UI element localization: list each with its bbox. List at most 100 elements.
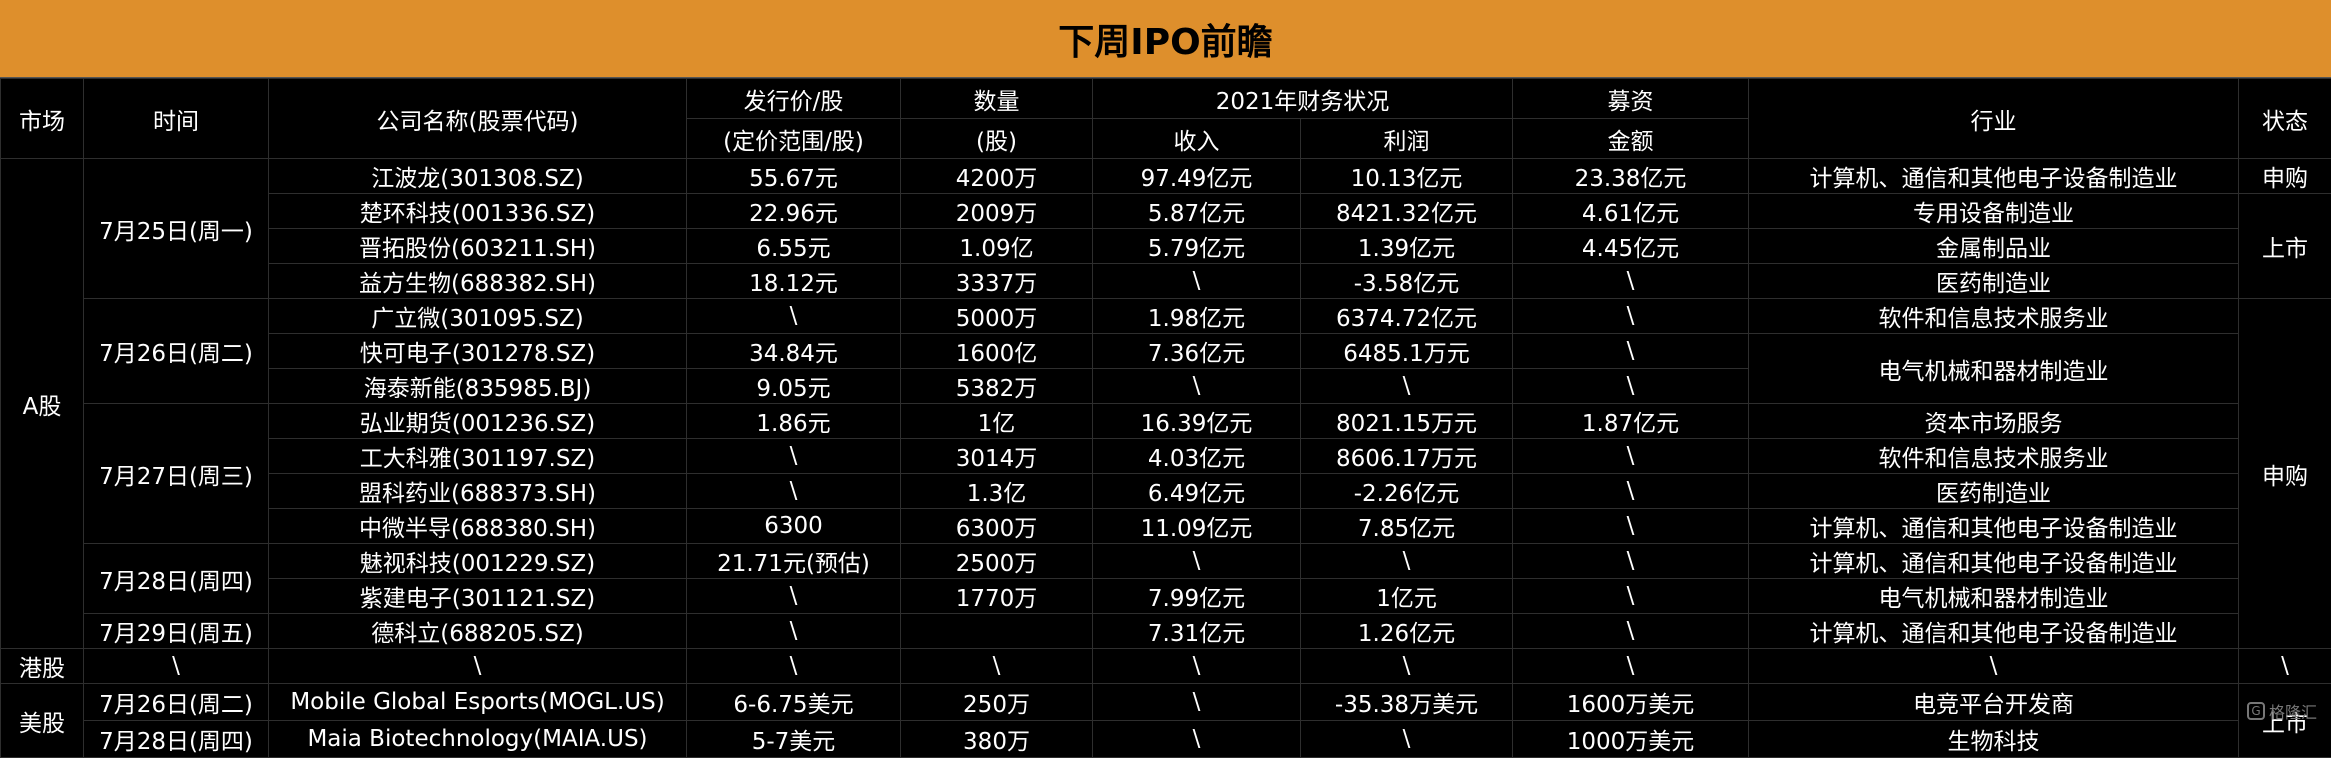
profit-cell: 6374.72亿元 — [1301, 299, 1513, 334]
profit-cell: 1亿元 — [1301, 579, 1513, 614]
header-time: 时间 — [84, 79, 269, 159]
company-cell: 德科立(688205.SZ) — [269, 614, 687, 649]
table-row: 7月29日(周五) 德科立(688205.SZ) \ 7.31亿元 1.26亿元… — [1, 614, 2331, 649]
raise-cell: \ — [1513, 579, 1749, 614]
qty-cell: 1.3亿 — [901, 474, 1093, 509]
table-row: 中微半导(688380.SH) 6300 6300万 11.09亿元 7.85亿… — [1, 509, 2331, 544]
raise-cell: \ — [1513, 299, 1749, 334]
industry-cell: 资本市场服务 — [1749, 404, 2239, 439]
raise-cell: \ — [1513, 509, 1749, 544]
header-finance: 2021年财务状况 — [1093, 79, 1513, 119]
date-cell: 7月26日(周二) — [84, 684, 269, 721]
profit-cell: 10.13亿元 — [1301, 159, 1513, 194]
revenue-cell: 5.79亿元 — [1093, 229, 1301, 264]
market-cell: A股 — [1, 159, 84, 649]
header-revenue: 收入 — [1093, 119, 1301, 159]
revenue-cell: 7.31亿元 — [1093, 614, 1301, 649]
table-row: 7月28日(周四) 魅视科技(001229.SZ) 21.71元(预估) 250… — [1, 544, 2331, 579]
ipo-table: 市场 时间 公司名称(股票代码) 发行价/股 数量 2021年财务状况 募资 行… — [0, 78, 2331, 758]
page-title: 下周IPO前瞻 — [0, 0, 2331, 78]
qty-cell: 1亿 — [901, 404, 1093, 439]
industry-cell: 金属制品业 — [1749, 229, 2239, 264]
revenue-cell: \ — [1093, 544, 1301, 579]
header-raise-line2: 金额 — [1513, 119, 1749, 159]
price-cell: 21.71元(预估) — [687, 544, 901, 579]
date-cell: 7月26日(周二) — [84, 299, 269, 404]
qty-cell: 5000万 — [901, 299, 1093, 334]
industry-cell: 计算机、通信和其他电子设备制造业 — [1749, 159, 2239, 194]
company-cell: 盟科药业(688373.SH) — [269, 474, 687, 509]
header-industry: 行业 — [1749, 79, 2239, 159]
qty-cell: 1600亿 — [901, 334, 1093, 369]
qty-cell: 1.09亿 — [901, 229, 1093, 264]
table-row: 晋拓股份(603211.SH) 6.55元 1.09亿 5.79亿元 1.39亿… — [1, 229, 2331, 264]
industry-cell: 医药制造业 — [1749, 474, 2239, 509]
industry-cell: 计算机、通信和其他电子设备制造业 — [1749, 509, 2239, 544]
company-cell: 紫建电子(301121.SZ) — [269, 579, 687, 614]
qty-cell: \ — [901, 649, 1093, 684]
header-qty-line1: 数量 — [901, 79, 1093, 119]
price-cell: \ — [687, 439, 901, 474]
raise-cell: 4.45亿元 — [1513, 229, 1749, 264]
table-row: 7月27日(周三) 弘业期货(001236.SZ) 1.86元 1亿 16.39… — [1, 404, 2331, 439]
price-cell: 6300 — [687, 509, 901, 544]
company-cell: 江波龙(301308.SZ) — [269, 159, 687, 194]
header-status: 状态 — [2239, 79, 2331, 159]
revenue-cell: 5.87亿元 — [1093, 194, 1301, 229]
header-raise-line1: 募资 — [1513, 79, 1749, 119]
raise-cell: \ — [1513, 439, 1749, 474]
company-cell: 中微半导(688380.SH) — [269, 509, 687, 544]
qty-cell: 5382万 — [901, 369, 1093, 404]
revenue-cell: 7.36亿元 — [1093, 334, 1301, 369]
company-cell: 魅视科技(001229.SZ) — [269, 544, 687, 579]
company-cell: \ — [269, 649, 687, 684]
qty-cell: 1770万 — [901, 579, 1093, 614]
revenue-cell: \ — [1093, 649, 1301, 684]
profit-cell: \ — [1301, 721, 1513, 758]
profit-cell: -3.58亿元 — [1301, 264, 1513, 299]
revenue-cell: \ — [1093, 264, 1301, 299]
industry-cell: 电竞平台开发商 — [1749, 684, 2239, 721]
price-cell: 34.84元 — [687, 334, 901, 369]
industry-cell: 医药制造业 — [1749, 264, 2239, 299]
header-qty-line2: (股) — [901, 119, 1093, 159]
price-cell: \ — [687, 474, 901, 509]
profit-cell: \ — [1301, 544, 1513, 579]
qty-cell: 2009万 — [901, 194, 1093, 229]
table-row: 7月26日(周二) 广立微(301095.SZ) \ 5000万 1.98亿元 … — [1, 299, 2331, 334]
industry-cell: \ — [1749, 649, 2239, 684]
industry-cell: 计算机、通信和其他电子设备制造业 — [1749, 544, 2239, 579]
raise-cell: 4.61亿元 — [1513, 194, 1749, 229]
header-market: 市场 — [1, 79, 84, 159]
industry-cell: 生物科技 — [1749, 721, 2239, 758]
price-cell: 5-7美元 — [687, 721, 901, 758]
qty-cell: 3337万 — [901, 264, 1093, 299]
raise-cell: \ — [1513, 264, 1749, 299]
raise-cell: 1.87亿元 — [1513, 404, 1749, 439]
status-cell: 上市 — [2239, 194, 2331, 299]
table-row: 盟科药业(688373.SH) \ 1.3亿 6.49亿元 -2.26亿元 \ … — [1, 474, 2331, 509]
revenue-cell: \ — [1093, 369, 1301, 404]
raise-cell: \ — [1513, 474, 1749, 509]
market-cell: 港股 — [1, 649, 84, 684]
profit-cell: \ — [1301, 369, 1513, 404]
date-cell: 7月29日(周五) — [84, 614, 269, 649]
company-cell: Mobile Global Esports(MOGL.US) — [269, 684, 687, 721]
revenue-cell: 1.98亿元 — [1093, 299, 1301, 334]
qty-cell: 3014万 — [901, 439, 1093, 474]
revenue-cell: 4.03亿元 — [1093, 439, 1301, 474]
revenue-cell: 97.49亿元 — [1093, 159, 1301, 194]
header-price-line2: (定价范围/股) — [687, 119, 901, 159]
price-cell: 6.55元 — [687, 229, 901, 264]
table-row: 楚环科技(001336.SZ) 22.96元 2009万 5.87亿元 8421… — [1, 194, 2331, 229]
revenue-cell: 11.09亿元 — [1093, 509, 1301, 544]
table-row: 工大科雅(301197.SZ) \ 3014万 4.03亿元 8606.17万元… — [1, 439, 2331, 474]
raise-cell: \ — [1513, 334, 1749, 369]
industry-cell: 专用设备制造业 — [1749, 194, 2239, 229]
company-cell: 工大科雅(301197.SZ) — [269, 439, 687, 474]
profit-cell: 7.85亿元 — [1301, 509, 1513, 544]
revenue-cell: 16.39亿元 — [1093, 404, 1301, 439]
header-profit: 利润 — [1301, 119, 1513, 159]
qty-cell: 6300万 — [901, 509, 1093, 544]
price-cell: 1.86元 — [687, 404, 901, 439]
